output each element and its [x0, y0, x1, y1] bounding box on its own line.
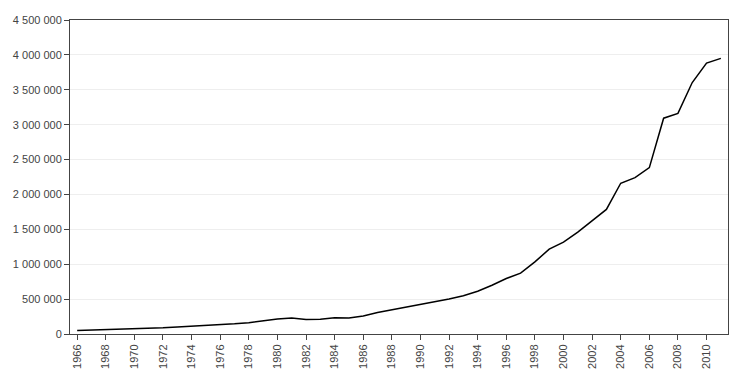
svg-text:1996: 1996 [500, 344, 512, 368]
svg-text:0: 0 [56, 328, 62, 340]
svg-text:3 500 000: 3 500 000 [13, 84, 62, 96]
svg-text:1992: 1992 [443, 344, 455, 368]
svg-text:1982: 1982 [300, 344, 312, 368]
svg-text:1980: 1980 [271, 344, 283, 368]
svg-text:1976: 1976 [214, 344, 226, 368]
svg-text:1966: 1966 [71, 344, 83, 368]
svg-text:2010: 2010 [700, 344, 712, 368]
svg-text:2008: 2008 [672, 344, 684, 368]
svg-text:2002: 2002 [586, 344, 598, 368]
svg-text:1968: 1968 [99, 344, 111, 368]
svg-text:1974: 1974 [185, 344, 197, 368]
svg-text:1994: 1994 [471, 344, 483, 368]
svg-text:2000: 2000 [557, 344, 569, 368]
svg-text:1978: 1978 [242, 344, 254, 368]
svg-text:1 500 000: 1 500 000 [13, 223, 62, 235]
svg-text:1972: 1972 [157, 344, 169, 368]
svg-text:2 000 000: 2 000 000 [13, 188, 62, 200]
svg-text:4 500 000: 4 500 000 [13, 14, 62, 26]
svg-text:500 000: 500 000 [22, 293, 62, 305]
svg-text:2006: 2006 [643, 344, 655, 368]
svg-text:1984: 1984 [328, 344, 340, 368]
svg-text:2 500 000: 2 500 000 [13, 153, 62, 165]
svg-text:3 000 000: 3 000 000 [13, 119, 62, 131]
svg-text:2004: 2004 [614, 344, 626, 368]
svg-text:1990: 1990 [414, 344, 426, 368]
svg-text:1988: 1988 [385, 344, 397, 368]
svg-text:4 000 000: 4 000 000 [13, 49, 62, 61]
svg-text:1970: 1970 [128, 344, 140, 368]
svg-text:1 000 000: 1 000 000 [13, 258, 62, 270]
svg-text:1986: 1986 [357, 344, 369, 368]
svg-text:1998: 1998 [528, 344, 540, 368]
